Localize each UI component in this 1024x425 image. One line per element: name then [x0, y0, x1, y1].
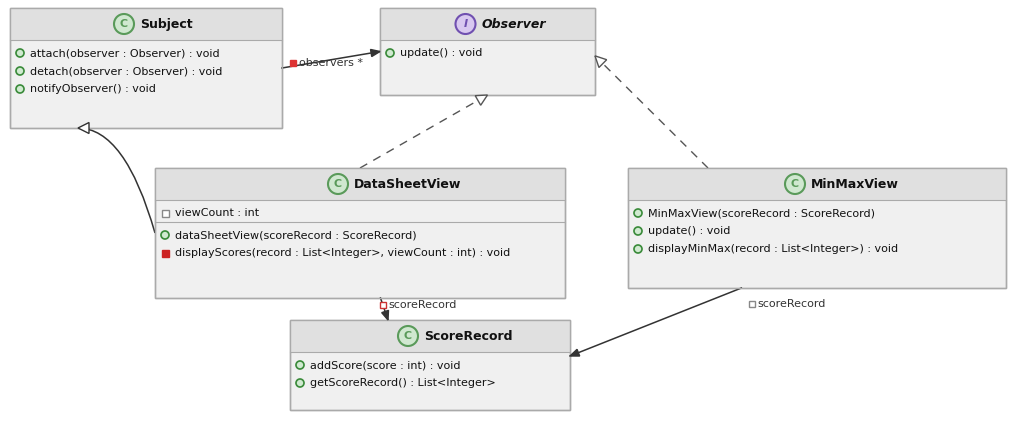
Text: C: C — [791, 179, 799, 189]
Polygon shape — [475, 95, 487, 105]
Bar — [10, 8, 282, 128]
Circle shape — [114, 14, 134, 34]
Circle shape — [296, 379, 304, 387]
Circle shape — [785, 174, 805, 194]
Text: Subject: Subject — [140, 17, 193, 31]
Text: C: C — [403, 331, 412, 341]
Text: getScoreRecord() : List<Integer>: getScoreRecord() : List<Integer> — [310, 378, 496, 388]
Text: detach(observer : Observer) : void: detach(observer : Observer) : void — [30, 66, 222, 76]
Circle shape — [16, 67, 24, 75]
Circle shape — [16, 49, 24, 57]
Polygon shape — [570, 349, 580, 356]
Circle shape — [456, 14, 475, 34]
Text: C: C — [120, 19, 128, 29]
Text: DataSheetView: DataSheetView — [354, 178, 462, 190]
Bar — [750, 301, 756, 307]
Text: update() : void: update() : void — [648, 226, 730, 236]
Circle shape — [16, 85, 24, 93]
Bar — [628, 168, 1006, 288]
Text: attach(observer : Observer) : void: attach(observer : Observer) : void — [30, 48, 219, 58]
Text: update() : void: update() : void — [400, 48, 482, 58]
Bar — [290, 320, 570, 352]
Text: C: C — [334, 179, 342, 189]
Text: displayMinMax(record : List<Integer>) : void: displayMinMax(record : List<Integer>) : … — [648, 244, 898, 254]
Text: ScoreRecord: ScoreRecord — [424, 329, 512, 343]
Bar — [10, 8, 282, 40]
Bar — [162, 249, 169, 257]
Text: dataSheetView(scoreRecord : ScoreRecord): dataSheetView(scoreRecord : ScoreRecord) — [175, 230, 417, 240]
Bar — [290, 60, 296, 66]
Circle shape — [634, 245, 642, 253]
Bar — [628, 168, 1006, 288]
Polygon shape — [595, 56, 606, 68]
Bar — [628, 168, 1006, 200]
Circle shape — [328, 174, 348, 194]
Bar — [290, 320, 570, 410]
Text: observers *: observers * — [299, 58, 362, 68]
Bar — [155, 168, 565, 298]
Circle shape — [634, 227, 642, 235]
Bar — [162, 210, 169, 216]
Circle shape — [398, 326, 418, 346]
Text: scoreRecord: scoreRecord — [388, 300, 457, 310]
Circle shape — [161, 231, 169, 239]
Polygon shape — [78, 122, 89, 133]
Bar — [380, 8, 595, 95]
Bar — [10, 8, 282, 128]
Text: viewCount : int: viewCount : int — [175, 208, 259, 218]
Bar — [155, 168, 565, 200]
Bar — [380, 8, 595, 95]
Text: notifyObserver() : void: notifyObserver() : void — [30, 84, 156, 94]
Polygon shape — [371, 49, 380, 57]
Text: Observer: Observer — [481, 17, 546, 31]
Bar — [380, 8, 595, 40]
Circle shape — [296, 361, 304, 369]
Circle shape — [386, 49, 394, 57]
Polygon shape — [382, 310, 388, 320]
Bar — [290, 320, 570, 410]
Text: MinMaxView(scoreRecord : ScoreRecord): MinMaxView(scoreRecord : ScoreRecord) — [648, 208, 874, 218]
Text: scoreRecord: scoreRecord — [758, 299, 825, 309]
Bar — [380, 302, 386, 308]
Text: MinMaxView: MinMaxView — [811, 178, 899, 190]
Bar — [155, 168, 565, 298]
Circle shape — [634, 209, 642, 217]
Bar — [162, 210, 169, 216]
Text: displayScores(record : List<Integer>, viewCount : int) : void: displayScores(record : List<Integer>, vi… — [175, 248, 510, 258]
Text: I: I — [464, 19, 468, 29]
Text: addScore(score : int) : void: addScore(score : int) : void — [310, 360, 461, 370]
